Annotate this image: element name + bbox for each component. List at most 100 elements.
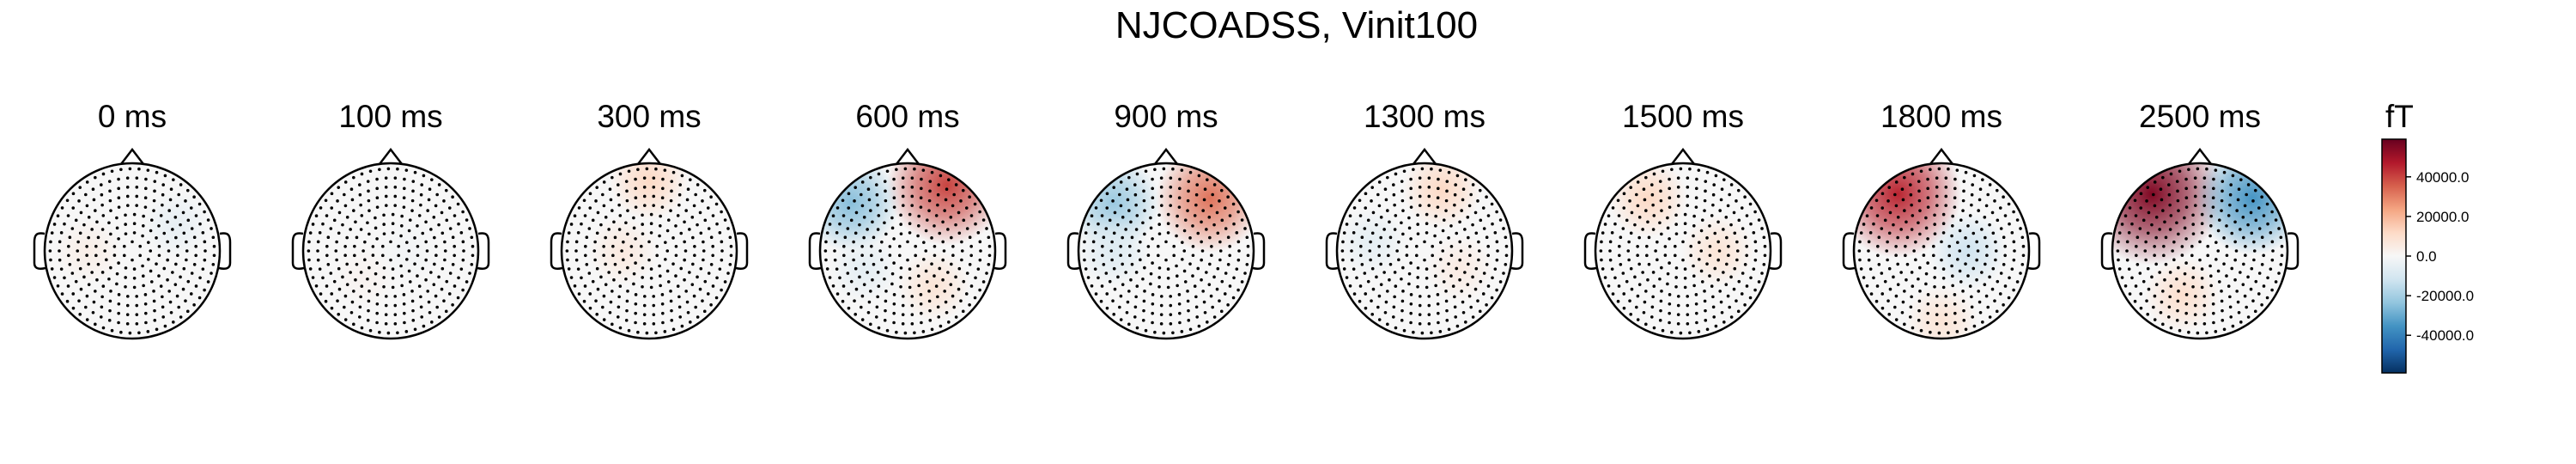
sensor	[853, 299, 856, 302]
sensor	[1964, 170, 1968, 174]
sensor	[1686, 313, 1690, 316]
sensor	[1874, 198, 1879, 203]
sensor	[689, 178, 692, 181]
sensor	[457, 222, 460, 226]
sensor	[399, 264, 403, 268]
sensor	[1104, 227, 1109, 230]
sensor	[1183, 280, 1188, 284]
sensor	[2183, 282, 2186, 286]
sensor	[655, 244, 659, 248]
sensor	[1935, 322, 1939, 326]
head-outline	[1335, 162, 1514, 340]
sensor	[329, 227, 333, 230]
sensor	[875, 192, 879, 197]
sensor	[1405, 245, 1409, 248]
sensor	[1914, 258, 1917, 262]
sensor	[1885, 249, 1889, 253]
sensor	[1186, 290, 1189, 293]
ear-left	[1842, 232, 1856, 270]
sensor	[1496, 249, 1499, 253]
sensor	[343, 318, 348, 321]
sensor	[79, 211, 83, 215]
sensor	[427, 300, 431, 304]
sensor	[152, 198, 156, 203]
sensor	[353, 253, 356, 258]
sensor	[649, 222, 653, 226]
sensor	[1187, 319, 1191, 322]
sensor	[407, 269, 411, 273]
sensor	[2222, 327, 2227, 332]
sensor	[961, 309, 965, 314]
sensor	[1931, 244, 1935, 248]
sensor	[573, 284, 577, 288]
sensor	[179, 223, 182, 227]
sensor	[1102, 263, 1106, 266]
sensor	[101, 172, 106, 176]
sensor	[2220, 299, 2224, 303]
sensor	[1647, 262, 1651, 266]
sensor	[2159, 310, 2163, 314]
sensor	[642, 313, 647, 316]
sensor	[1425, 267, 1429, 271]
sensor	[1892, 275, 1895, 279]
sensor	[1201, 209, 1205, 212]
sensor	[871, 220, 874, 224]
sensor	[613, 235, 617, 240]
sensor	[1358, 284, 1363, 288]
sensor	[720, 288, 723, 292]
sensor	[2002, 195, 2005, 198]
sensor	[2249, 211, 2253, 215]
sensor	[428, 310, 432, 314]
sensor	[1211, 192, 1214, 197]
sensor	[1917, 198, 1922, 203]
sensor	[1476, 199, 1479, 203]
sensor	[1944, 204, 1948, 207]
sensor	[607, 228, 611, 231]
sensor	[693, 244, 696, 248]
sensor	[824, 258, 828, 262]
sensor	[411, 180, 416, 183]
sensor	[1468, 244, 1472, 248]
sensor	[1090, 214, 1094, 217]
sensor	[1962, 319, 1966, 322]
sensor	[2242, 235, 2245, 240]
sensor	[1200, 278, 1203, 282]
sensor	[319, 292, 323, 296]
sensor	[1418, 303, 1422, 308]
sensor	[161, 192, 165, 197]
map-title: 300 ms	[597, 99, 701, 134]
sensor	[1143, 209, 1146, 212]
sensor	[981, 218, 986, 222]
sensor	[2202, 303, 2207, 308]
sensor	[1455, 174, 1460, 178]
sensor	[1719, 300, 1723, 304]
sensor	[1186, 198, 1190, 203]
sensor	[349, 228, 352, 231]
sensor	[185, 258, 188, 262]
sensor	[602, 294, 606, 298]
sensor	[87, 262, 90, 266]
sensor	[2227, 214, 2231, 217]
sensor	[103, 249, 106, 253]
sensor	[1668, 205, 1672, 209]
sensor	[2184, 261, 2188, 265]
map-title: 600 ms	[855, 99, 959, 134]
sensor	[2237, 310, 2241, 314]
sensor	[1430, 331, 1433, 335]
sensor	[2279, 235, 2283, 240]
sensor	[917, 284, 920, 288]
sensor	[1714, 324, 1718, 328]
sensor	[2216, 269, 2221, 273]
sensor	[1937, 331, 1941, 335]
sensor	[594, 299, 598, 302]
sensor	[316, 240, 320, 244]
sensor	[2160, 198, 2164, 202]
sensor	[1441, 229, 1445, 233]
sensor	[709, 303, 713, 307]
sensor	[1613, 276, 1617, 280]
sensor	[987, 262, 991, 266]
sensor	[823, 249, 828, 253]
sensor	[1220, 279, 1224, 284]
sensor	[593, 258, 597, 262]
sensor	[1438, 168, 1443, 172]
